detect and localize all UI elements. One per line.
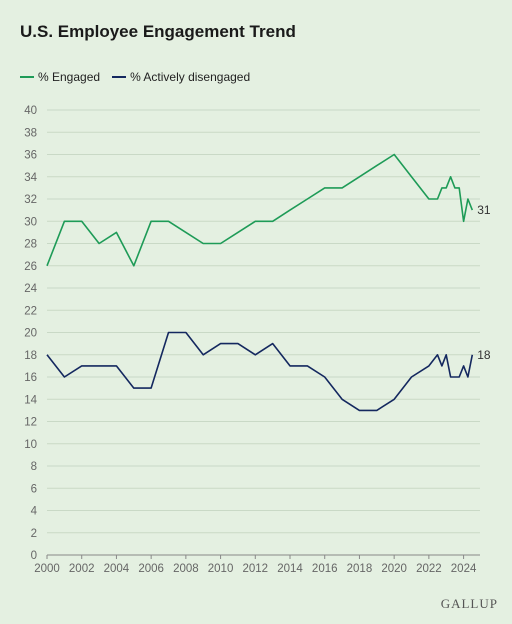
y-tick-label: 6 (31, 483, 37, 495)
x-tick-label: 2012 (242, 563, 268, 575)
y-tick-label: 20 (24, 328, 37, 340)
legend-item-engaged: % Engaged (20, 70, 100, 84)
end-label-disengaged: 18 (477, 348, 491, 362)
y-tick-label: 38 (24, 127, 37, 139)
y-tick-label: 16 (24, 372, 37, 384)
y-tick-label: 34 (24, 172, 37, 184)
x-tick-label: 2006 (138, 563, 164, 575)
legend-label-engaged: % Engaged (38, 70, 101, 84)
x-tick-label: 2014 (277, 563, 303, 575)
x-tick-label: 2016 (312, 563, 338, 575)
x-tick-label: 2018 (347, 563, 373, 575)
x-tick-label: 2020 (381, 563, 407, 575)
legend-swatch-disengaged (112, 76, 127, 78)
y-tick-label: 10 (24, 439, 37, 451)
y-tick-label: 2 (31, 528, 37, 540)
y-tick-label: 22 (24, 305, 37, 317)
y-tick-label: 14 (24, 394, 37, 406)
y-tick-label: 32 (24, 194, 37, 206)
y-tick-label: 12 (24, 417, 37, 429)
y-tick-label: 4 (31, 506, 38, 518)
x-tick-label: 2008 (173, 563, 199, 575)
y-tick-label: 18 (24, 350, 37, 362)
end-label-engaged: 31 (477, 203, 491, 217)
y-tick-label: 28 (24, 239, 37, 251)
x-tick-label: 2024 (451, 563, 477, 575)
y-tick-label: 30 (24, 216, 37, 228)
legend-label-disengaged: % Actively disengaged (130, 70, 251, 84)
y-tick-label: 0 (31, 550, 37, 562)
gallup-logo: GALLUP (440, 596, 498, 611)
x-tick-label: 2022 (416, 563, 442, 575)
x-tick-label: 2010 (208, 563, 234, 575)
series-line-disengaged (46, 331, 474, 412)
x-tick-label: 2000 (34, 563, 60, 575)
chart-title: U.S. Employee Engagement Trend (20, 22, 296, 41)
legend-swatch-engaged (20, 76, 34, 78)
legend-item-disengaged: % Actively disengaged (112, 70, 250, 84)
y-tick-label: 24 (24, 283, 37, 295)
x-tick-label: 2004 (104, 563, 130, 575)
y-tick-label: 36 (24, 150, 37, 162)
chart-legend: % Engaged % Actively disengaged (20, 70, 262, 84)
x-tick-label: 2002 (69, 563, 95, 575)
series-line-engaged (46, 153, 474, 267)
y-tick-label: 8 (31, 461, 37, 473)
y-tick-label: 40 (24, 105, 37, 117)
y-tick-label: 26 (24, 261, 37, 273)
